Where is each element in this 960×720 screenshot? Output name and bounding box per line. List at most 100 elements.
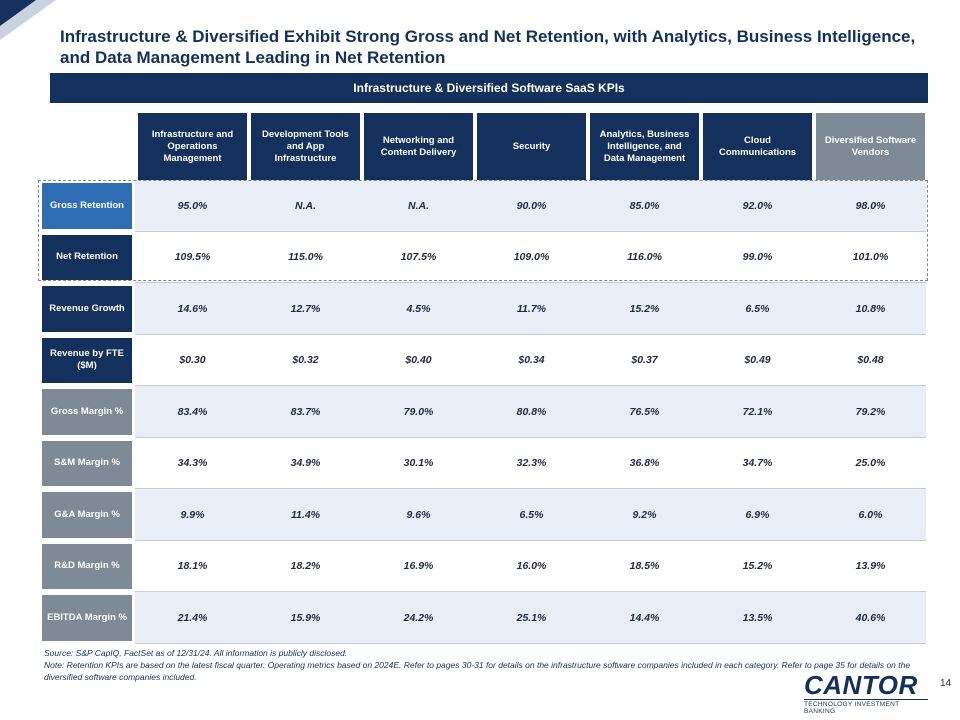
table-cell: 99.0% bbox=[742, 251, 773, 264]
table-cell: 109.0% bbox=[513, 251, 550, 264]
logo-wordmark: CANTOR bbox=[804, 670, 918, 700]
table-cell: 72.1% bbox=[742, 405, 773, 418]
page-title: Infrastructure & Diversified Exhibit Str… bbox=[60, 27, 916, 67]
table-cell: 90.0% bbox=[516, 199, 547, 212]
table-row bbox=[135, 283, 926, 335]
table-cell: 15.2% bbox=[629, 302, 660, 315]
table-cell: 15.2% bbox=[742, 560, 773, 573]
table-cell: 79.2% bbox=[855, 405, 886, 418]
table-cell: $0.32 bbox=[292, 354, 319, 367]
row-divider bbox=[135, 230, 926, 232]
table-cell: 34.7% bbox=[742, 457, 773, 470]
column-header: Cloud Communications bbox=[703, 113, 812, 180]
table-cell: 6.0% bbox=[858, 508, 883, 521]
table-cell: 9.9% bbox=[180, 508, 205, 521]
table-cell: 95.0% bbox=[177, 199, 208, 212]
table-cell: 9.6% bbox=[406, 508, 431, 521]
row-divider bbox=[135, 282, 926, 283]
table-cell: 101.0% bbox=[852, 251, 889, 264]
row-divider bbox=[135, 642, 926, 644]
methodology-note: Note: Retention KPIs are based on the la… bbox=[44, 660, 911, 682]
row-divider bbox=[135, 539, 926, 541]
table-cell: 109.5% bbox=[174, 251, 211, 264]
table-cell: 18.1% bbox=[177, 560, 208, 573]
cantor-logo: CANTOR TECHNOLOGY INVESTMENT BANKING bbox=[804, 672, 934, 715]
table-cell: 25.0% bbox=[855, 457, 886, 470]
table-cell: 6.5% bbox=[519, 508, 544, 521]
row-label: EBITDA Margin % bbox=[42, 595, 132, 641]
table-cell: $0.37 bbox=[631, 354, 658, 367]
table-cell: 83.4% bbox=[177, 405, 208, 418]
table-cell: 14.4% bbox=[629, 611, 660, 624]
table-cell: $0.49 bbox=[744, 354, 771, 367]
row-label: S&M Margin % bbox=[42, 440, 132, 486]
table-row bbox=[135, 386, 926, 438]
table-row bbox=[135, 180, 926, 232]
table-cell: 79.0% bbox=[403, 405, 434, 418]
table-cell: 80.8% bbox=[516, 405, 547, 418]
table-cell: 40.6% bbox=[855, 611, 886, 624]
column-header: Infrastructure and Operations Management bbox=[138, 113, 247, 180]
page-number: 14 bbox=[940, 678, 952, 689]
table-cell: 76.5% bbox=[629, 405, 660, 418]
table-header-band: Infrastructure & Diversified Software Sa… bbox=[50, 73, 928, 103]
row-divider bbox=[135, 591, 926, 592]
table-cell: 30.1% bbox=[403, 457, 434, 470]
table-cell: 9.2% bbox=[632, 508, 657, 521]
table-cell: 107.5% bbox=[400, 251, 437, 264]
table-cell: 92.0% bbox=[742, 199, 773, 212]
column-header: Diversified Software Vendors bbox=[816, 113, 925, 180]
row-label: G&A Margin % bbox=[42, 492, 132, 538]
table-cell: 21.4% bbox=[177, 611, 208, 624]
table-cell: $0.48 bbox=[857, 354, 884, 367]
table-cell: 18.5% bbox=[629, 560, 660, 573]
table-row bbox=[135, 489, 926, 541]
row-divider bbox=[135, 333, 926, 335]
table-cell: 115.0% bbox=[288, 251, 323, 264]
column-header: Development Tools and App Infrastructure bbox=[251, 113, 360, 180]
table-cell: 24.2% bbox=[403, 611, 434, 624]
table-cell: $0.30 bbox=[179, 354, 206, 367]
table-cell: 10.8% bbox=[855, 302, 886, 315]
table-cell: 98.0% bbox=[855, 199, 886, 212]
table-cell: 11.4% bbox=[291, 508, 320, 521]
table-cell: 13.5% bbox=[742, 611, 773, 624]
table-cell: 14.6% bbox=[177, 302, 208, 315]
row-label: R&D Margin % bbox=[42, 543, 132, 589]
row-label: Gross Margin % bbox=[42, 389, 132, 435]
table-cell: 32.3% bbox=[516, 457, 547, 470]
row-divider bbox=[135, 488, 926, 489]
table-cell: 4.5% bbox=[406, 302, 431, 315]
corner-decoration bbox=[0, 0, 56, 40]
row-divider bbox=[135, 385, 926, 386]
logo-tagline: TECHNOLOGY INVESTMENT BANKING bbox=[804, 699, 928, 715]
table-cell: $0.40 bbox=[405, 354, 432, 367]
table-cell: 11.7% bbox=[517, 302, 546, 315]
table-cell: N.A. bbox=[408, 199, 429, 212]
table-cell: 83.7% bbox=[290, 405, 321, 418]
table-cell: 85.0% bbox=[629, 199, 660, 212]
table-cell: 12.7% bbox=[290, 302, 321, 315]
table-cell: 25.1% bbox=[516, 611, 547, 624]
table-cell: 13.9% bbox=[855, 560, 886, 573]
table-cell: 34.9% bbox=[290, 457, 321, 470]
row-label: Net Retention bbox=[42, 234, 132, 280]
source-note: Source: S&P CapIQ, FactSet as of 12/31/2… bbox=[44, 648, 348, 658]
row-label: Revenue by FTE ($M) bbox=[42, 337, 132, 383]
footnotes: Source: S&P CapIQ, FactSet as of 12/31/2… bbox=[44, 647, 914, 683]
row-label: Revenue Growth bbox=[42, 286, 132, 332]
table-cell: 116.0% bbox=[627, 251, 662, 264]
table-cell: 6.5% bbox=[745, 302, 770, 315]
table-cell: 16.0% bbox=[516, 560, 547, 573]
column-header: Security bbox=[477, 113, 586, 180]
row-divider bbox=[135, 436, 926, 438]
table-cell: N.A. bbox=[295, 199, 316, 212]
table-cell: 16.9% bbox=[403, 560, 434, 573]
table-row bbox=[135, 592, 926, 644]
table-cell: 15.9% bbox=[290, 611, 321, 624]
table-cell: 18.2% bbox=[290, 560, 321, 573]
table-cell: 34.3% bbox=[177, 457, 208, 470]
table-cell: 36.8% bbox=[629, 457, 660, 470]
table-cell: 6.9% bbox=[745, 508, 770, 521]
row-label: Gross Retention bbox=[42, 183, 132, 229]
